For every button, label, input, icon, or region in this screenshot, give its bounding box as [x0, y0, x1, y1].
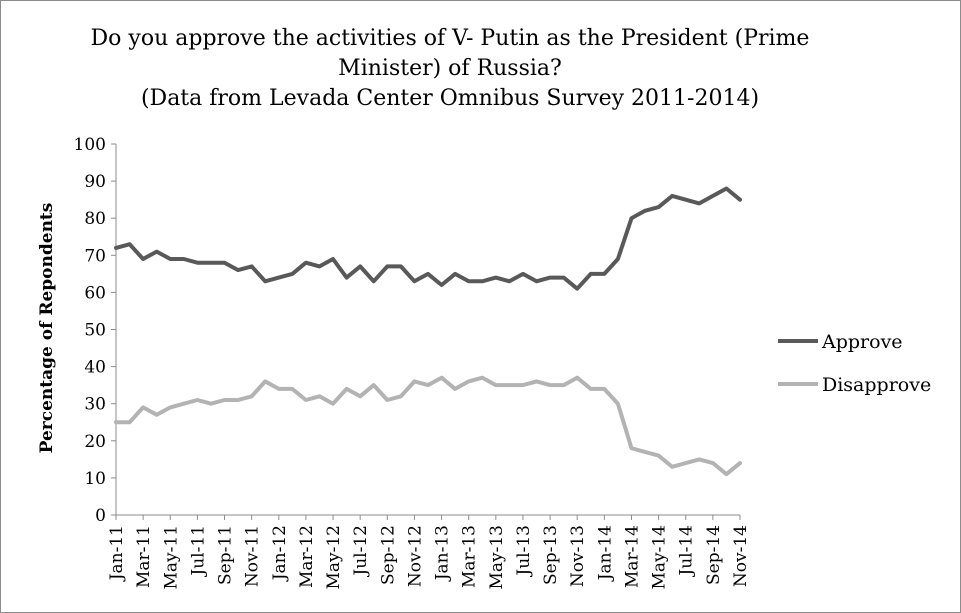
y-tick-label: 40	[84, 358, 106, 378]
x-tick-label: Sep-13	[541, 525, 561, 585]
series-line-approve	[114, 186, 742, 291]
x-tick-label: Jul-13	[514, 525, 534, 578]
y-tick-label: 0	[95, 506, 106, 526]
y-tick-label: 20	[84, 432, 106, 452]
x-tick-label: Mar-11	[134, 525, 154, 588]
x-tick-label: Jan-13	[433, 525, 453, 582]
y-tick-label: 60	[84, 283, 106, 303]
x-tick-label: Sep-12	[378, 525, 398, 585]
x-tick-label: Nov-14	[731, 525, 751, 587]
x-tick-label: Mar-14	[622, 525, 642, 588]
chart-title: Do you approve the activities of V- Puti…	[80, 24, 820, 114]
x-tick-label: Jul-14	[677, 525, 697, 578]
chart-title-line-3: (Data from Levada Center Omnibus Survey …	[140, 86, 760, 111]
x-tick-label: Mar-12	[297, 525, 317, 588]
x-tick-label: Sep-11	[216, 525, 236, 585]
legend-label-approve: Approve	[821, 331, 903, 353]
chart-title-line-1: Do you approve the activities of V- Puti…	[90, 26, 810, 51]
x-tick-label: May-13	[487, 525, 507, 590]
y-tick-label: 50	[84, 321, 106, 341]
x-tick-label: Mar-13	[460, 525, 480, 588]
chart-title-line-2: Minister) of Russia?	[338, 56, 562, 81]
x-tick-label: Nov-11	[243, 525, 263, 587]
y-tick-label: 10	[84, 469, 106, 489]
x-tick-label: Jul-12	[351, 525, 371, 578]
x-tick-label: Sep-14	[704, 525, 724, 585]
x-tick-label: Nov-12	[405, 525, 425, 587]
x-tick-label: May-12	[324, 525, 344, 590]
y-tick-label: 70	[84, 246, 106, 266]
series-line-disapprove	[114, 375, 742, 477]
y-tick-label: 30	[84, 395, 106, 415]
y-tick-label: 90	[84, 172, 106, 192]
x-tick-label: May-11	[161, 525, 181, 590]
x-tick-label: May-14	[650, 525, 670, 590]
x-tick-label: Nov-13	[568, 525, 588, 587]
x-tick-label: Jan-12	[270, 525, 290, 582]
legend-label-disapprove: Disapprove	[822, 374, 931, 396]
y-tick-label: 80	[84, 209, 106, 229]
chart-axes: 0 10 20 30 40 50 60 70 80 90 100 Jan-11 Mar-11 May-11…	[74, 135, 751, 590]
y-axis-label: Percentage of Repondents	[37, 203, 57, 454]
chart-series	[114, 186, 742, 477]
y-tick-label: 100	[74, 135, 106, 155]
x-tick-label: Jul-11	[188, 525, 208, 578]
x-tick-label: Jan-14	[595, 525, 615, 582]
x-tick-label: Jan-11	[107, 525, 127, 582]
chart-legend: Approve Disapprove	[778, 331, 931, 396]
